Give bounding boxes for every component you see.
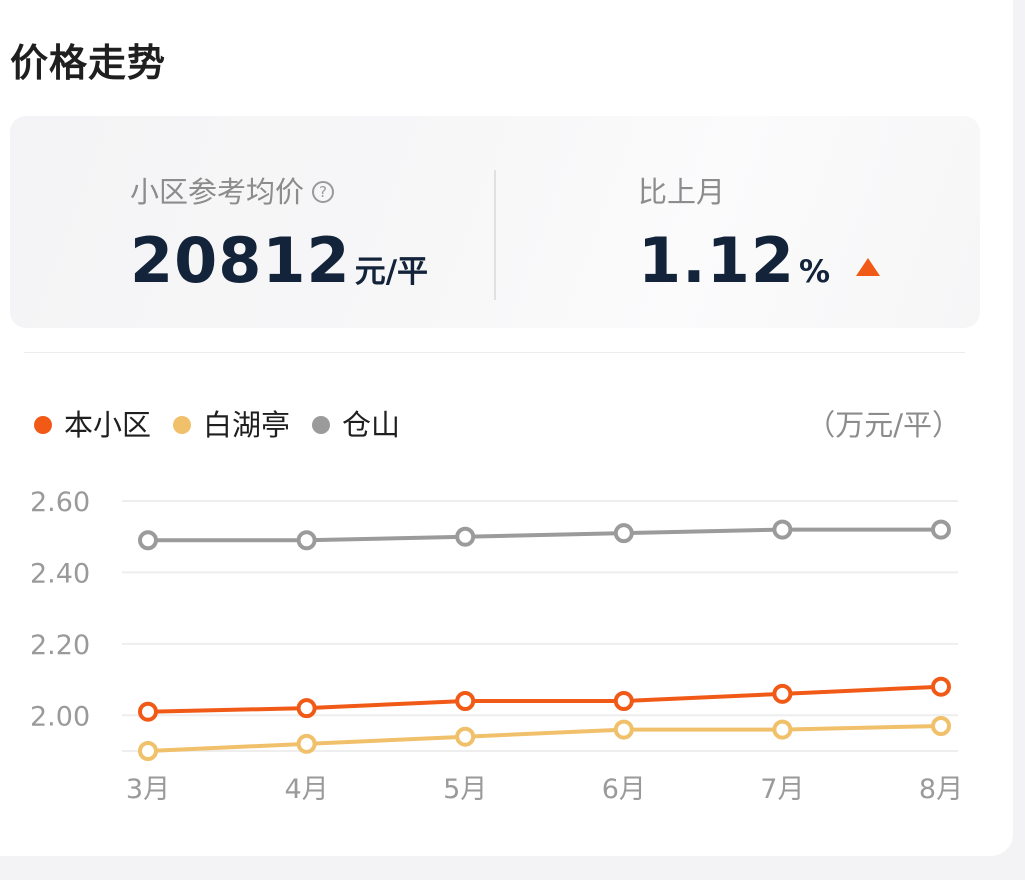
legend-item-benxiaoqu[interactable]: 本小区 — [34, 406, 151, 444]
data-point — [772, 519, 793, 540]
series-line-0 — [146, 684, 943, 714]
price-line-chart: 2.60 2.40 2.20 2.00 3月 4月 5月 6月 7月 8月 — [30, 487, 963, 805]
y-tick-label: 2.00 — [30, 701, 90, 732]
data-point — [296, 530, 317, 551]
price-summary-panel: 小区参考均价 ? 20812 元/平 比上月 1.12 % — [10, 116, 980, 328]
legend-label-cangshan: 仓山 — [342, 408, 401, 442]
data-point — [138, 530, 158, 551]
question-circle-icon[interactable]: ? — [312, 181, 335, 203]
data-point — [772, 683, 793, 704]
legend-item-baihuting[interactable]: 白湖亭 — [173, 406, 290, 444]
legend-dot-baihuting — [173, 416, 192, 434]
x-tick-label: 7月 — [760, 774, 804, 805]
y-tick-label: 2.20 — [30, 630, 90, 661]
legend-label-benxiaoqu: 本小区 — [64, 408, 152, 442]
section-divider — [24, 352, 965, 353]
data-point — [296, 733, 317, 754]
summary-divider — [494, 170, 496, 300]
chart-legend: 本小区 白湖亭 仓山 — [34, 406, 422, 444]
x-tick-label: 6月 — [602, 774, 646, 805]
data-point — [613, 691, 634, 711]
legend-dot-benxiaoqu — [34, 416, 52, 434]
data-point — [455, 526, 476, 547]
section-title: 价格走势 — [10, 41, 167, 85]
data-point — [138, 701, 158, 722]
triangle-up-icon — [856, 258, 881, 276]
data-point — [138, 741, 158, 761]
data-point — [931, 716, 951, 736]
series-line-2 — [146, 527, 943, 543]
avg-price-label: 小区参考均价 — [130, 175, 305, 209]
change-unit: % — [798, 254, 831, 290]
month-change-metric: 比上月 1.12 % — [638, 172, 881, 297]
legend-item-cangshan[interactable]: 仓山 — [312, 406, 400, 444]
x-tick-label: 4月 — [285, 774, 329, 805]
avg-price-unit: 元/平 — [354, 254, 429, 290]
data-point — [613, 719, 634, 740]
change-label: 比上月 — [638, 175, 726, 209]
data-point — [931, 519, 951, 540]
data-point — [455, 691, 476, 711]
unit-note: （万元/平） — [806, 408, 961, 442]
x-tick-label: 8月 — [919, 774, 963, 805]
series-line-1 — [146, 724, 943, 753]
avg-price-value: 20812 — [130, 224, 351, 297]
data-point — [296, 698, 317, 719]
data-point — [455, 726, 476, 747]
data-point — [772, 719, 793, 740]
data-point — [931, 676, 951, 697]
data-point — [613, 523, 634, 544]
x-tick-label: 3月 — [126, 774, 170, 805]
y-tick-label: 2.40 — [30, 558, 90, 589]
change-value: 1.12 — [638, 224, 795, 297]
x-tick-label: 5月 — [443, 774, 487, 805]
legend-dot-cangshan — [312, 416, 331, 434]
y-tick-label: 2.60 — [30, 487, 90, 518]
price-trend-card: 价格走势 小区参考均价 ? 20812 元/平 比上月 1.12 % — [0, 0, 1013, 856]
avg-price-metric: 小区参考均价 ? 20812 元/平 — [130, 172, 428, 297]
legend-label-baihuting: 白湖亭 — [203, 408, 291, 442]
